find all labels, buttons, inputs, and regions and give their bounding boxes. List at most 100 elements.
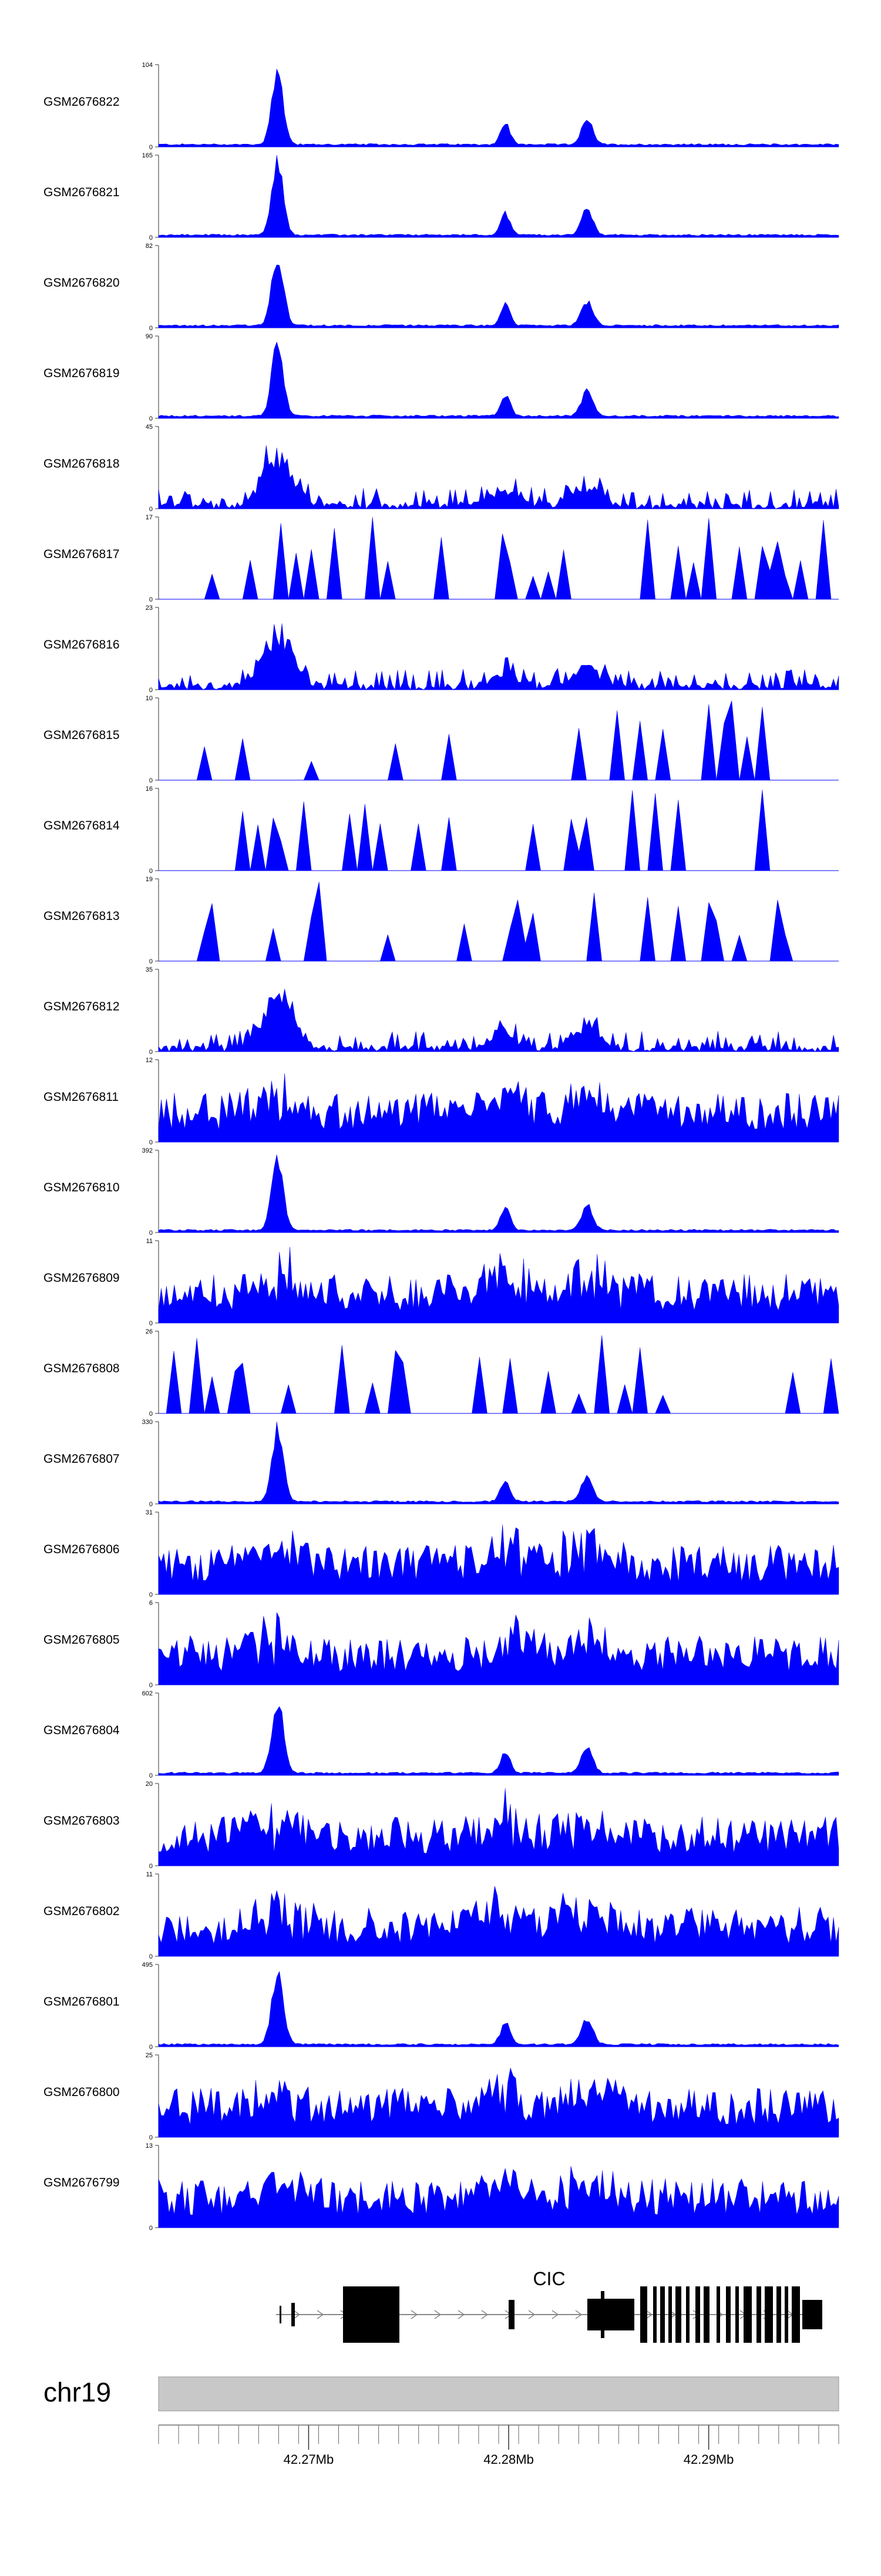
x-axis-tick-label: 42.27Mb (284, 2452, 334, 2467)
track-label: GSM2676808 (43, 1362, 120, 1375)
y-max-label: 165 (142, 152, 153, 159)
y-zero-label: 0 (149, 1410, 153, 1418)
strand-arrow (293, 2310, 301, 2319)
y-max-label: 82 (146, 243, 153, 250)
strand-arrow (481, 2310, 489, 2319)
gene-exon (640, 2286, 647, 2343)
strand-arrow (528, 2310, 536, 2319)
coverage-area (158, 2067, 839, 2138)
gene-exon (765, 2286, 773, 2343)
y-zero-label: 0 (149, 2134, 153, 2141)
coverage-area (159, 790, 839, 871)
strand-arrow (434, 2310, 442, 2319)
y-max-label: 6 (149, 1600, 153, 1607)
track-label: GSM2676812 (43, 1000, 120, 1013)
coverage-area (159, 517, 839, 600)
coverage-area (158, 1524, 839, 1595)
x-axis-tick-label: 42.28Mb (483, 2452, 534, 2467)
track-label: GSM2676817 (43, 548, 120, 561)
gene-exon (686, 2286, 690, 2343)
track-label: GSM2676815 (43, 728, 120, 742)
y-zero-label: 0 (149, 1863, 153, 1870)
gene-exon (660, 2286, 665, 2343)
coverage-area (158, 1706, 839, 1776)
gene-exon (280, 2306, 281, 2323)
strand-arrow (575, 2310, 583, 2319)
y-max-label: 45 (146, 424, 153, 431)
y-max-label: 12 (146, 1057, 153, 1064)
chromosome-bar (158, 2376, 839, 2412)
coverage-area (158, 155, 839, 238)
y-max-label: 13 (146, 2142, 153, 2150)
track-label: GSM2676818 (43, 457, 120, 471)
gene-exon (785, 2286, 788, 2343)
coverage-area (158, 1886, 839, 1957)
track-label: GSM2676809 (43, 1271, 120, 1285)
coverage-area (158, 989, 839, 1052)
coverage-area (158, 341, 839, 419)
y-zero-label: 0 (149, 2225, 153, 2232)
chromosome-label: chr19 (43, 2377, 111, 2407)
track-label: GSM2676800 (43, 2085, 120, 2099)
y-max-label: 392 (142, 1147, 153, 1154)
y-zero-label: 0 (149, 777, 153, 784)
coverage-area (158, 1073, 839, 1143)
y-zero-label: 0 (149, 1953, 153, 1960)
y-zero-label: 0 (149, 1682, 153, 1689)
track-label: GSM2676813 (43, 909, 120, 923)
coverage-area (158, 68, 839, 147)
y-zero-label: 0 (149, 1230, 153, 1237)
track-label: GSM2676805 (43, 1633, 120, 1647)
y-max-label: 35 (146, 966, 153, 973)
coverage-area (158, 1970, 839, 2047)
gene-exon (704, 2286, 709, 2343)
x-axis-tick-label: 42.29Mb (684, 2452, 734, 2467)
strand-arrow (411, 2310, 418, 2319)
track-label: GSM2676821 (43, 186, 120, 199)
y-max-label: 25 (146, 2052, 153, 2059)
track-label: GSM2676819 (43, 367, 120, 380)
y-zero-label: 0 (149, 1772, 153, 1779)
y-zero-label: 0 (149, 415, 153, 422)
gene-exon (695, 2286, 700, 2343)
strand-arrow (458, 2310, 465, 2319)
gene-exon (343, 2286, 399, 2343)
gene-exon (587, 2299, 634, 2330)
coverage-area (158, 623, 839, 690)
track-label: GSM2676816 (43, 638, 120, 651)
track-label: GSM2676822 (43, 95, 120, 109)
gene-exon (717, 2286, 720, 2343)
coverage-area (158, 1154, 839, 1233)
gene-exon (668, 2286, 672, 2343)
y-zero-label: 0 (149, 958, 153, 965)
y-max-label: 23 (146, 604, 153, 612)
coverage-area (158, 1247, 839, 1324)
y-max-label: 602 (142, 1690, 153, 1697)
coverage-area (159, 1335, 839, 1414)
y-max-label: 19 (146, 876, 153, 883)
y-zero-label: 0 (149, 596, 153, 603)
y-zero-label: 0 (149, 1049, 153, 1056)
y-max-label: 90 (146, 333, 153, 340)
track-label: GSM2676811 (43, 1090, 119, 1104)
gene-exon (509, 2300, 515, 2329)
y-max-label: 104 (142, 62, 153, 69)
y-zero-label: 0 (149, 325, 153, 332)
gene-exon (601, 2291, 604, 2338)
gene-exon (291, 2303, 295, 2326)
track-label: GSM2676807 (43, 1452, 120, 1466)
y-zero-label: 0 (149, 1501, 153, 1508)
y-max-label: 11 (146, 1871, 153, 1878)
track-label: GSM2676806 (43, 1543, 120, 1556)
y-zero-label: 0 (149, 506, 153, 513)
track-label: GSM2676814 (43, 819, 120, 832)
y-max-label: 31 (146, 1509, 153, 1516)
coverage-area (158, 2166, 839, 2228)
track-label: GSM2676810 (43, 1181, 120, 1194)
coverage-area (159, 882, 839, 962)
coverage-area (158, 1788, 839, 1866)
gene-exon (744, 2286, 752, 2343)
gene-exon (776, 2286, 781, 2343)
